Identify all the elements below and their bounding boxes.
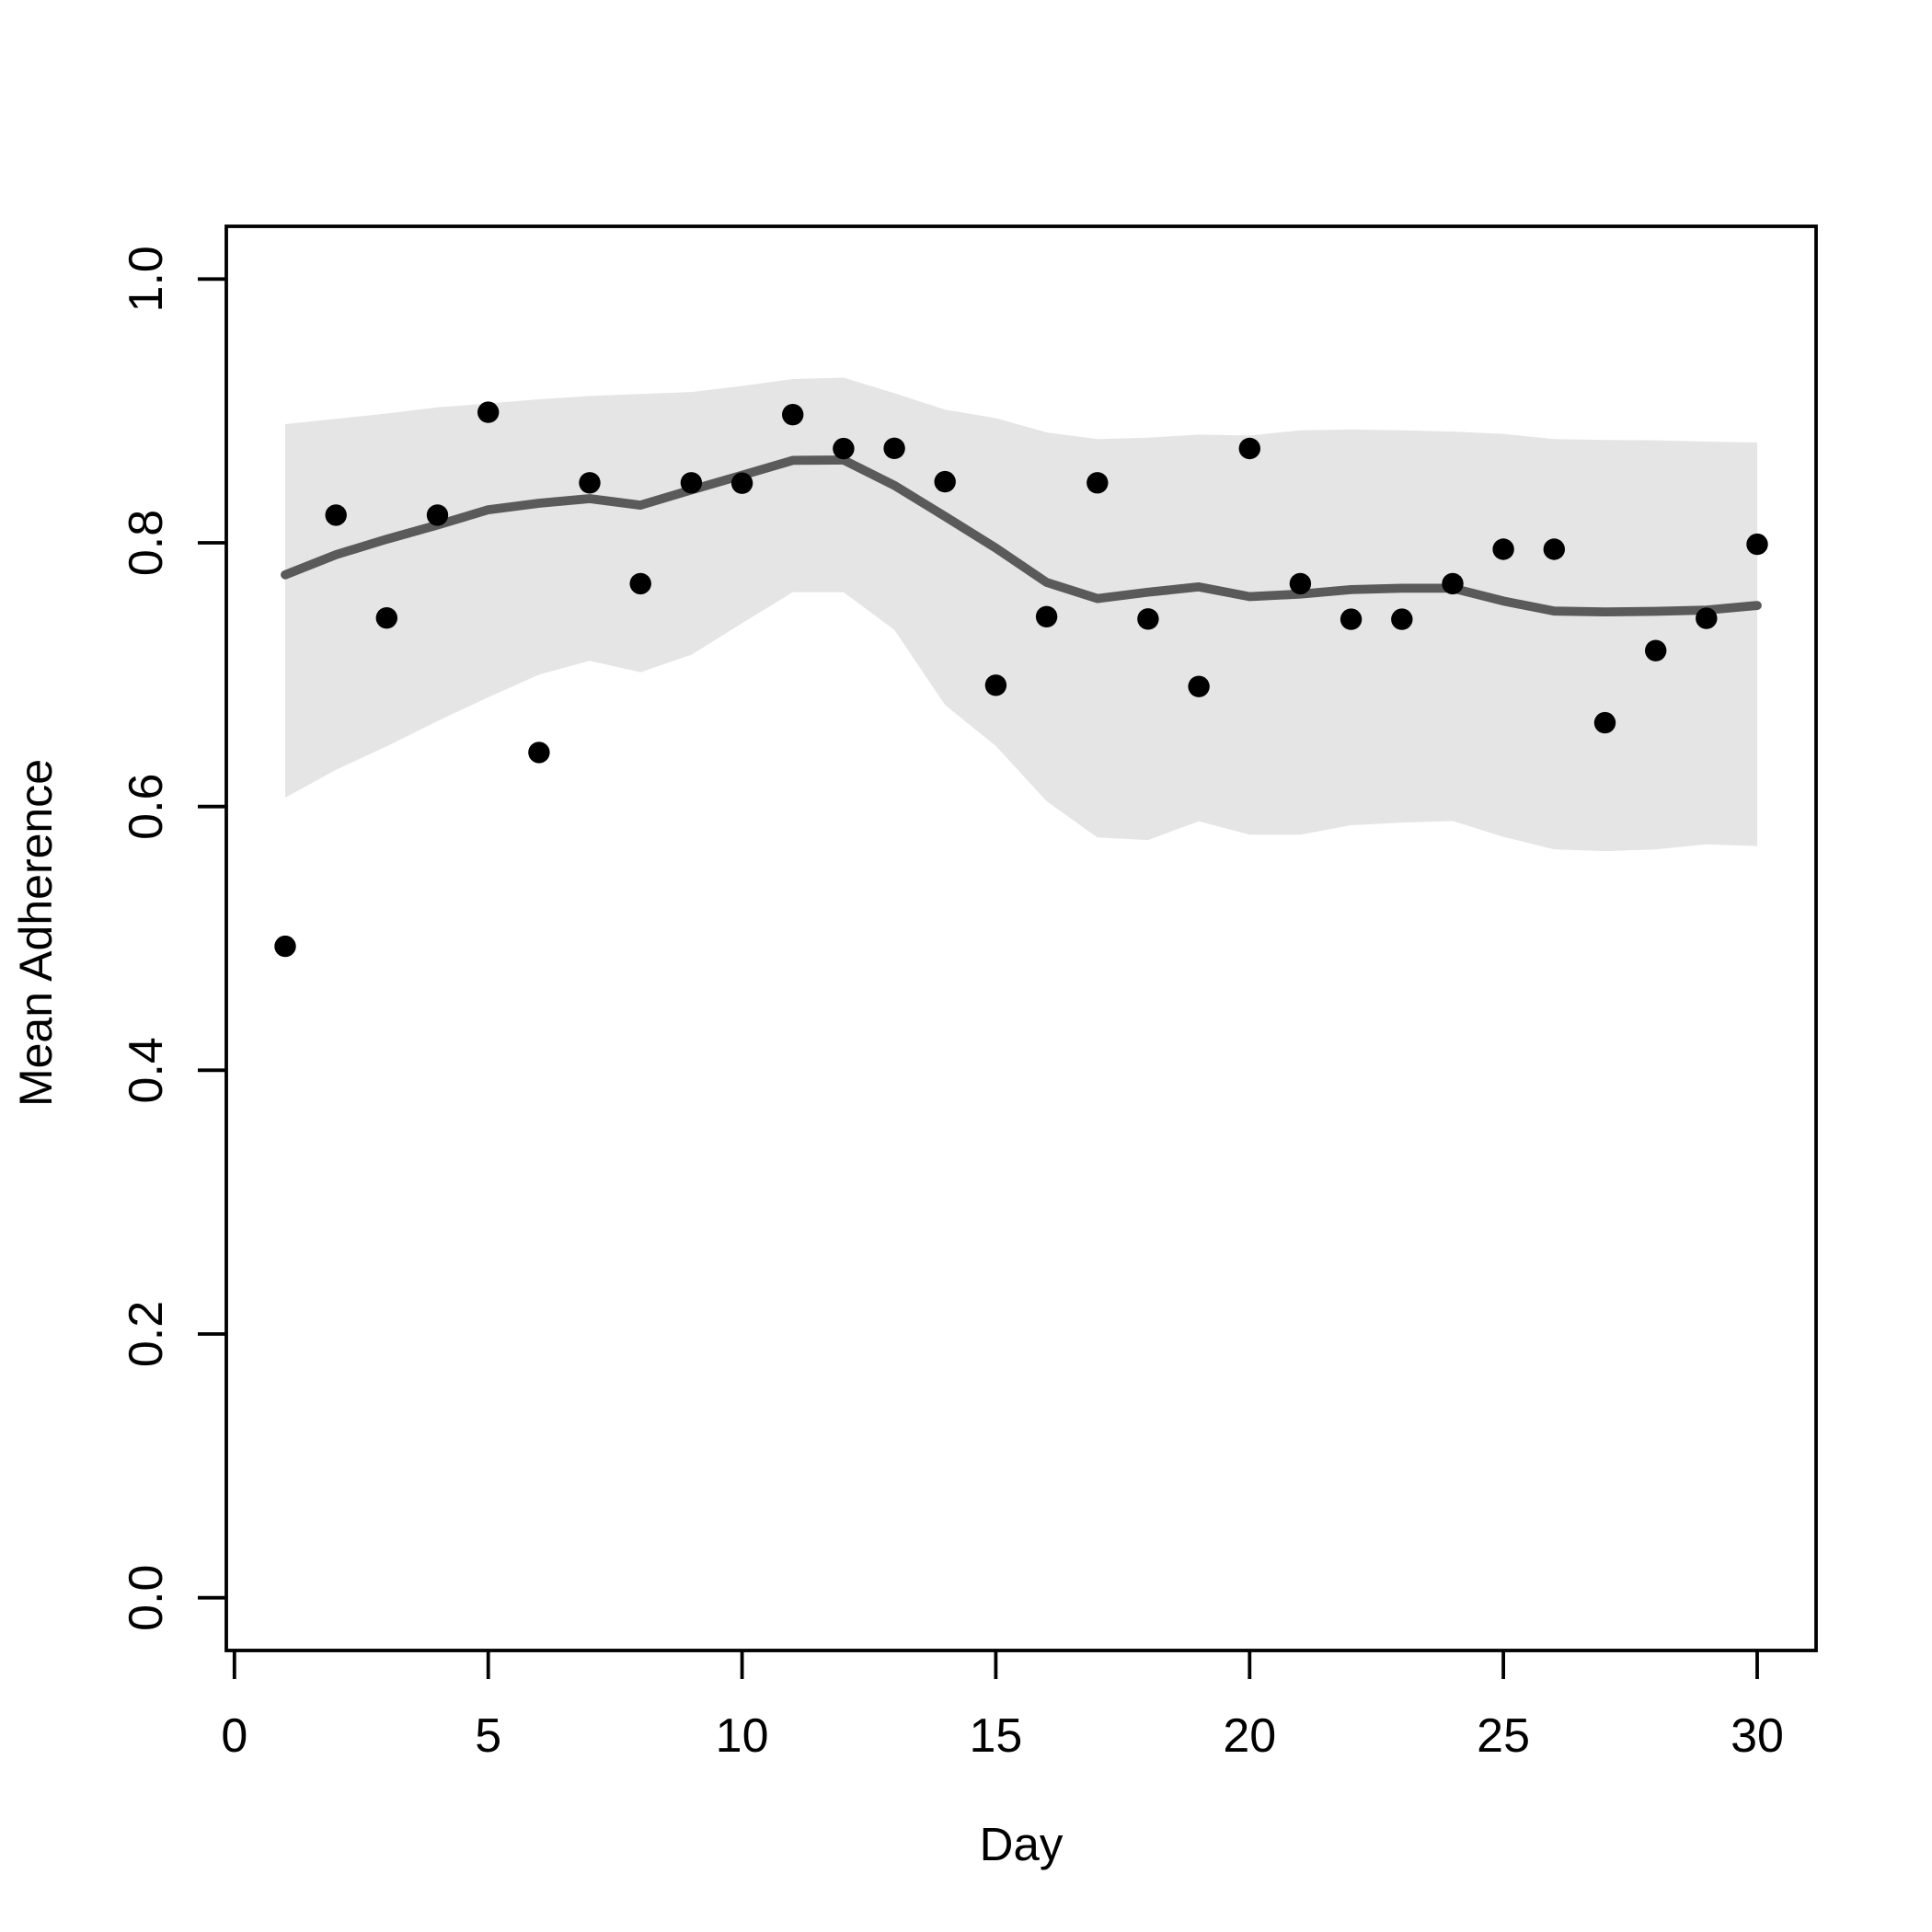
svg-text:0.2: 0.2 [120,1301,173,1367]
svg-text:0.0: 0.0 [120,1565,173,1631]
svg-text:Mean Adherence: Mean Adherence [10,759,62,1107]
svg-text:0: 0 [221,1709,247,1763]
svg-text:Day: Day [980,1818,1064,1870]
svg-text:0.8: 0.8 [120,510,173,576]
svg-text:20: 20 [1223,1709,1276,1763]
svg-text:0.4: 0.4 [120,1037,173,1103]
svg-text:0.6: 0.6 [120,774,173,840]
svg-text:1.0: 1.0 [120,246,173,312]
svg-text:5: 5 [475,1709,501,1763]
svg-text:25: 25 [1477,1709,1530,1763]
svg-text:30: 30 [1731,1709,1784,1763]
svg-text:10: 10 [716,1709,769,1763]
svg-text:15: 15 [969,1709,1022,1763]
